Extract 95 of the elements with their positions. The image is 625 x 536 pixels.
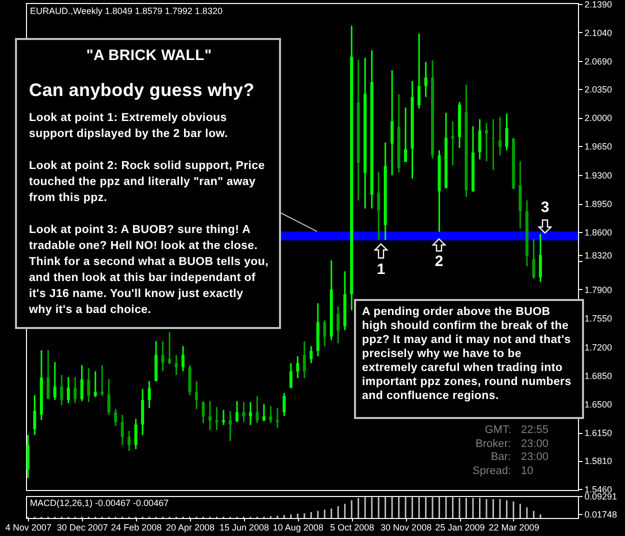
candlestick: [222, 409, 225, 426]
x-tick-label: 22 Mar 2009: [488, 522, 540, 532]
y-tick-label: 1.6150: [584, 428, 612, 438]
x-tick-label: 24 Feb 2008: [111, 522, 162, 532]
annotation: Bar: 23:00: [490, 451, 549, 464]
y-tick-label: 2.0350: [584, 84, 612, 94]
candlestick: [33, 394, 36, 436]
y-tick-label: 1.9650: [584, 142, 612, 152]
candlestick: [451, 120, 454, 166]
x-tick-label: 4 Nov 2007: [5, 522, 52, 532]
y-tick-label: 1.8600: [584, 228, 612, 238]
y-tick-label: 1.6850: [584, 370, 612, 381]
candlestick: [215, 406, 218, 431]
annotation: 2: [434, 253, 444, 270]
x-tick-label: 10 Aug 2008: [272, 522, 324, 532]
candlestick: [424, 61, 428, 98]
candlestick: [276, 407, 279, 429]
y-tick-label: 1.5810: [584, 456, 612, 466]
candlestick: [377, 171, 380, 241]
candlestick: [168, 331, 172, 365]
annotation: "A BRICK WALL": [85, 47, 213, 64]
candlestick: [195, 380, 198, 410]
annotation: Look at point 2: Rock solid support, Price touched the ppz and literally "ran" away from this ppz.: [29, 159, 266, 206]
annotation: A pending order above the BUOB high should confirm the break of the ppz? It may and it may not and that's precisely why we have to be extremely careful when trading into important ppz zones, round numbers and confluence regions.: [362, 305, 572, 403]
candlestick: [418, 32, 421, 110]
candlestick: [323, 319, 326, 347]
candlestick: [120, 414, 124, 446]
candlestick: [296, 355, 300, 379]
candlestick: [202, 400, 205, 424]
candlestick: [478, 118, 482, 160]
candlestick: [66, 376, 70, 404]
annotation: 3: [540, 199, 550, 216]
candlestick: [128, 430, 131, 452]
candlestick: [282, 392, 286, 417]
candlestick: [208, 400, 212, 431]
y-tick-label: 1.6500: [584, 400, 612, 410]
x-tick-label: 25 Jan 2009: [435, 522, 485, 532]
annotation: Look at point 1: Extremely obvious support dipslayed by the 2 bar low.: [29, 111, 229, 142]
y-tick-label: 2.1040: [584, 28, 612, 38]
candlestick: [262, 403, 266, 422]
annotation: Can anybody guess why?: [29, 80, 256, 100]
candlestick: [532, 238, 536, 280]
y-tick-label: 2.0000: [584, 113, 612, 124]
y-tick-label: 1.8320: [584, 250, 612, 261]
candlestick: [174, 354, 178, 376]
candlestick: [484, 122, 488, 162]
candlestick: [74, 376, 77, 404]
x-tick-label: 30 Dec 2007: [56, 522, 108, 532]
candlestick: [148, 380, 151, 409]
x-tick-label: 5 Oct 2008: [330, 522, 374, 532]
candlestick: [46, 349, 50, 400]
candlestick: [228, 410, 232, 442]
candlestick: [269, 405, 272, 424]
x-tick-label: 15 Jun 2008: [219, 522, 269, 532]
candlestick: [242, 401, 246, 423]
y-tick-label: 2.1390: [584, 0, 612, 10]
candlestick: [256, 395, 259, 424]
y-tick-label: 1.7550: [584, 314, 612, 324]
x-tick-label: 20 Apr 2008: [166, 522, 215, 532]
candlestick: [404, 106, 408, 163]
chart-title: MACD(12,26,1) -0.00467 -0.00467: [30, 498, 169, 508]
candlestick: [498, 116, 502, 156]
y-tick-label: 1.8950: [584, 199, 612, 210]
y-tick-label: 2.0690: [584, 56, 612, 67]
candlestick: [235, 400, 238, 423]
y-tick-label: 1.7200: [584, 342, 612, 352]
candlestick: [134, 418, 138, 450]
candlestick: [390, 70, 394, 176]
candlestick: [53, 361, 56, 401]
annotation: 1: [376, 261, 386, 278]
candlestick: [505, 112, 508, 151]
annotation: Spread: 10: [471, 464, 534, 478]
candlestick: [310, 345, 313, 364]
y-tick-label: 1.9300: [584, 170, 612, 180]
y-tick-label: 0.09291: [584, 492, 618, 502]
candlestick: [248, 401, 252, 426]
candlestick: [80, 364, 84, 402]
chart-title: EURAUD.,Weekly 1.8049 1.8579 1.7992 1.8320: [30, 6, 222, 16]
candlestick: [336, 306, 340, 344]
candlestick: [94, 370, 97, 398]
x-tick-label: 30 Nov 2008: [380, 522, 432, 532]
y-tick-label: 1.7900: [584, 284, 612, 295]
candlestick: [87, 367, 90, 403]
candlestick: [107, 378, 110, 416]
candlestick: [289, 362, 292, 389]
y-tick-label: 0.01748: [584, 509, 618, 520]
candlestick: [538, 233, 542, 283]
candlestick: [60, 374, 64, 406]
annotation: Look at point 3: A BUOB? sure thing! A tradable one? Hell NO! look at the close. Think for a second what a BUOB tells you, and then look at this bar independant of it's J16 name. You'll know just exactly why it's a bad choice.: [29, 223, 269, 318]
candlestick: [302, 340, 306, 379]
annotation: Broker: 23:00: [474, 438, 549, 451]
candlestick: [114, 408, 118, 427]
candlestick: [161, 340, 164, 372]
annotation: GMT: 22:55: [484, 424, 549, 438]
candlestick: [182, 345, 185, 372]
